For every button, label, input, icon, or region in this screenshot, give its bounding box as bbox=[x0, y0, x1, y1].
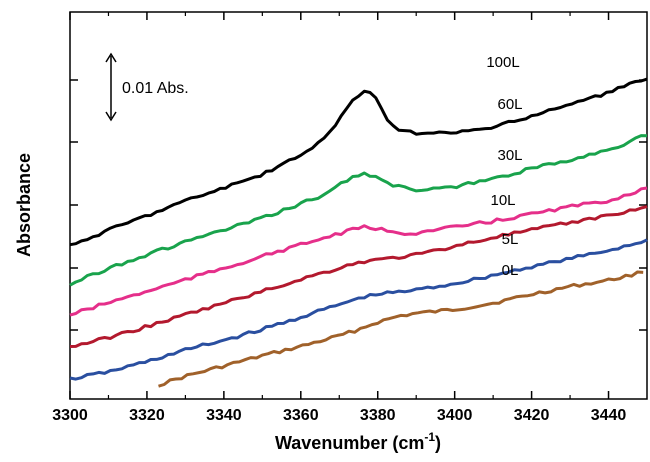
plot-frame bbox=[69, 11, 648, 400]
x-tick-label-4: 3380 bbox=[360, 407, 396, 424]
axis-ticks bbox=[69, 12, 647, 399]
x-axis-title-text: Wavenumber (cm bbox=[275, 433, 424, 453]
scale-bar-label: 0.01 Abs. bbox=[122, 80, 189, 97]
x-tick-label-0: 3300 bbox=[52, 407, 88, 424]
x-tick-label-5: 3400 bbox=[437, 407, 473, 424]
series-line-60L bbox=[69, 134, 648, 287]
series-labels: 0L 5L 10L 30L 60L 100L bbox=[486, 54, 522, 279]
series-label-0L: 0L bbox=[502, 262, 519, 279]
series-label-60L: 60L bbox=[497, 96, 522, 113]
scale-bar-arrow-up-icon bbox=[105, 52, 117, 63]
x-tick-labels: 3300 3320 3340 3360 3380 3400 3420 3440 bbox=[52, 407, 626, 424]
x-axis-title-close: ) bbox=[435, 433, 441, 453]
x-tick-label-1: 3320 bbox=[129, 407, 165, 424]
x-axis-title-sup: -1 bbox=[424, 430, 435, 444]
series-line-100L bbox=[69, 77, 648, 247]
x-tick-label-3: 3360 bbox=[283, 407, 319, 424]
scale-bar: 0.01 Abs. bbox=[105, 52, 189, 122]
x-tick-label-2: 3340 bbox=[206, 407, 242, 424]
series-line-10L bbox=[69, 205, 648, 348]
series-group bbox=[69, 77, 648, 388]
series-label-30L: 30L bbox=[497, 147, 522, 164]
y-axis-title: Absorbance bbox=[14, 153, 34, 257]
series-line-30L bbox=[69, 186, 648, 317]
x-tick-label-7: 3440 bbox=[591, 407, 627, 424]
series-line-5L bbox=[69, 238, 648, 381]
series-label-10L: 10L bbox=[490, 192, 515, 209]
scale-bar-arrow-down-icon bbox=[105, 111, 117, 122]
series-line-0L bbox=[158, 270, 644, 388]
series-label-100L: 100L bbox=[486, 54, 519, 71]
x-tick-label-6: 3420 bbox=[514, 407, 550, 424]
series-label-5L: 5L bbox=[502, 231, 519, 248]
x-axis-title: Wavenumber (cm-1) bbox=[275, 430, 441, 453]
